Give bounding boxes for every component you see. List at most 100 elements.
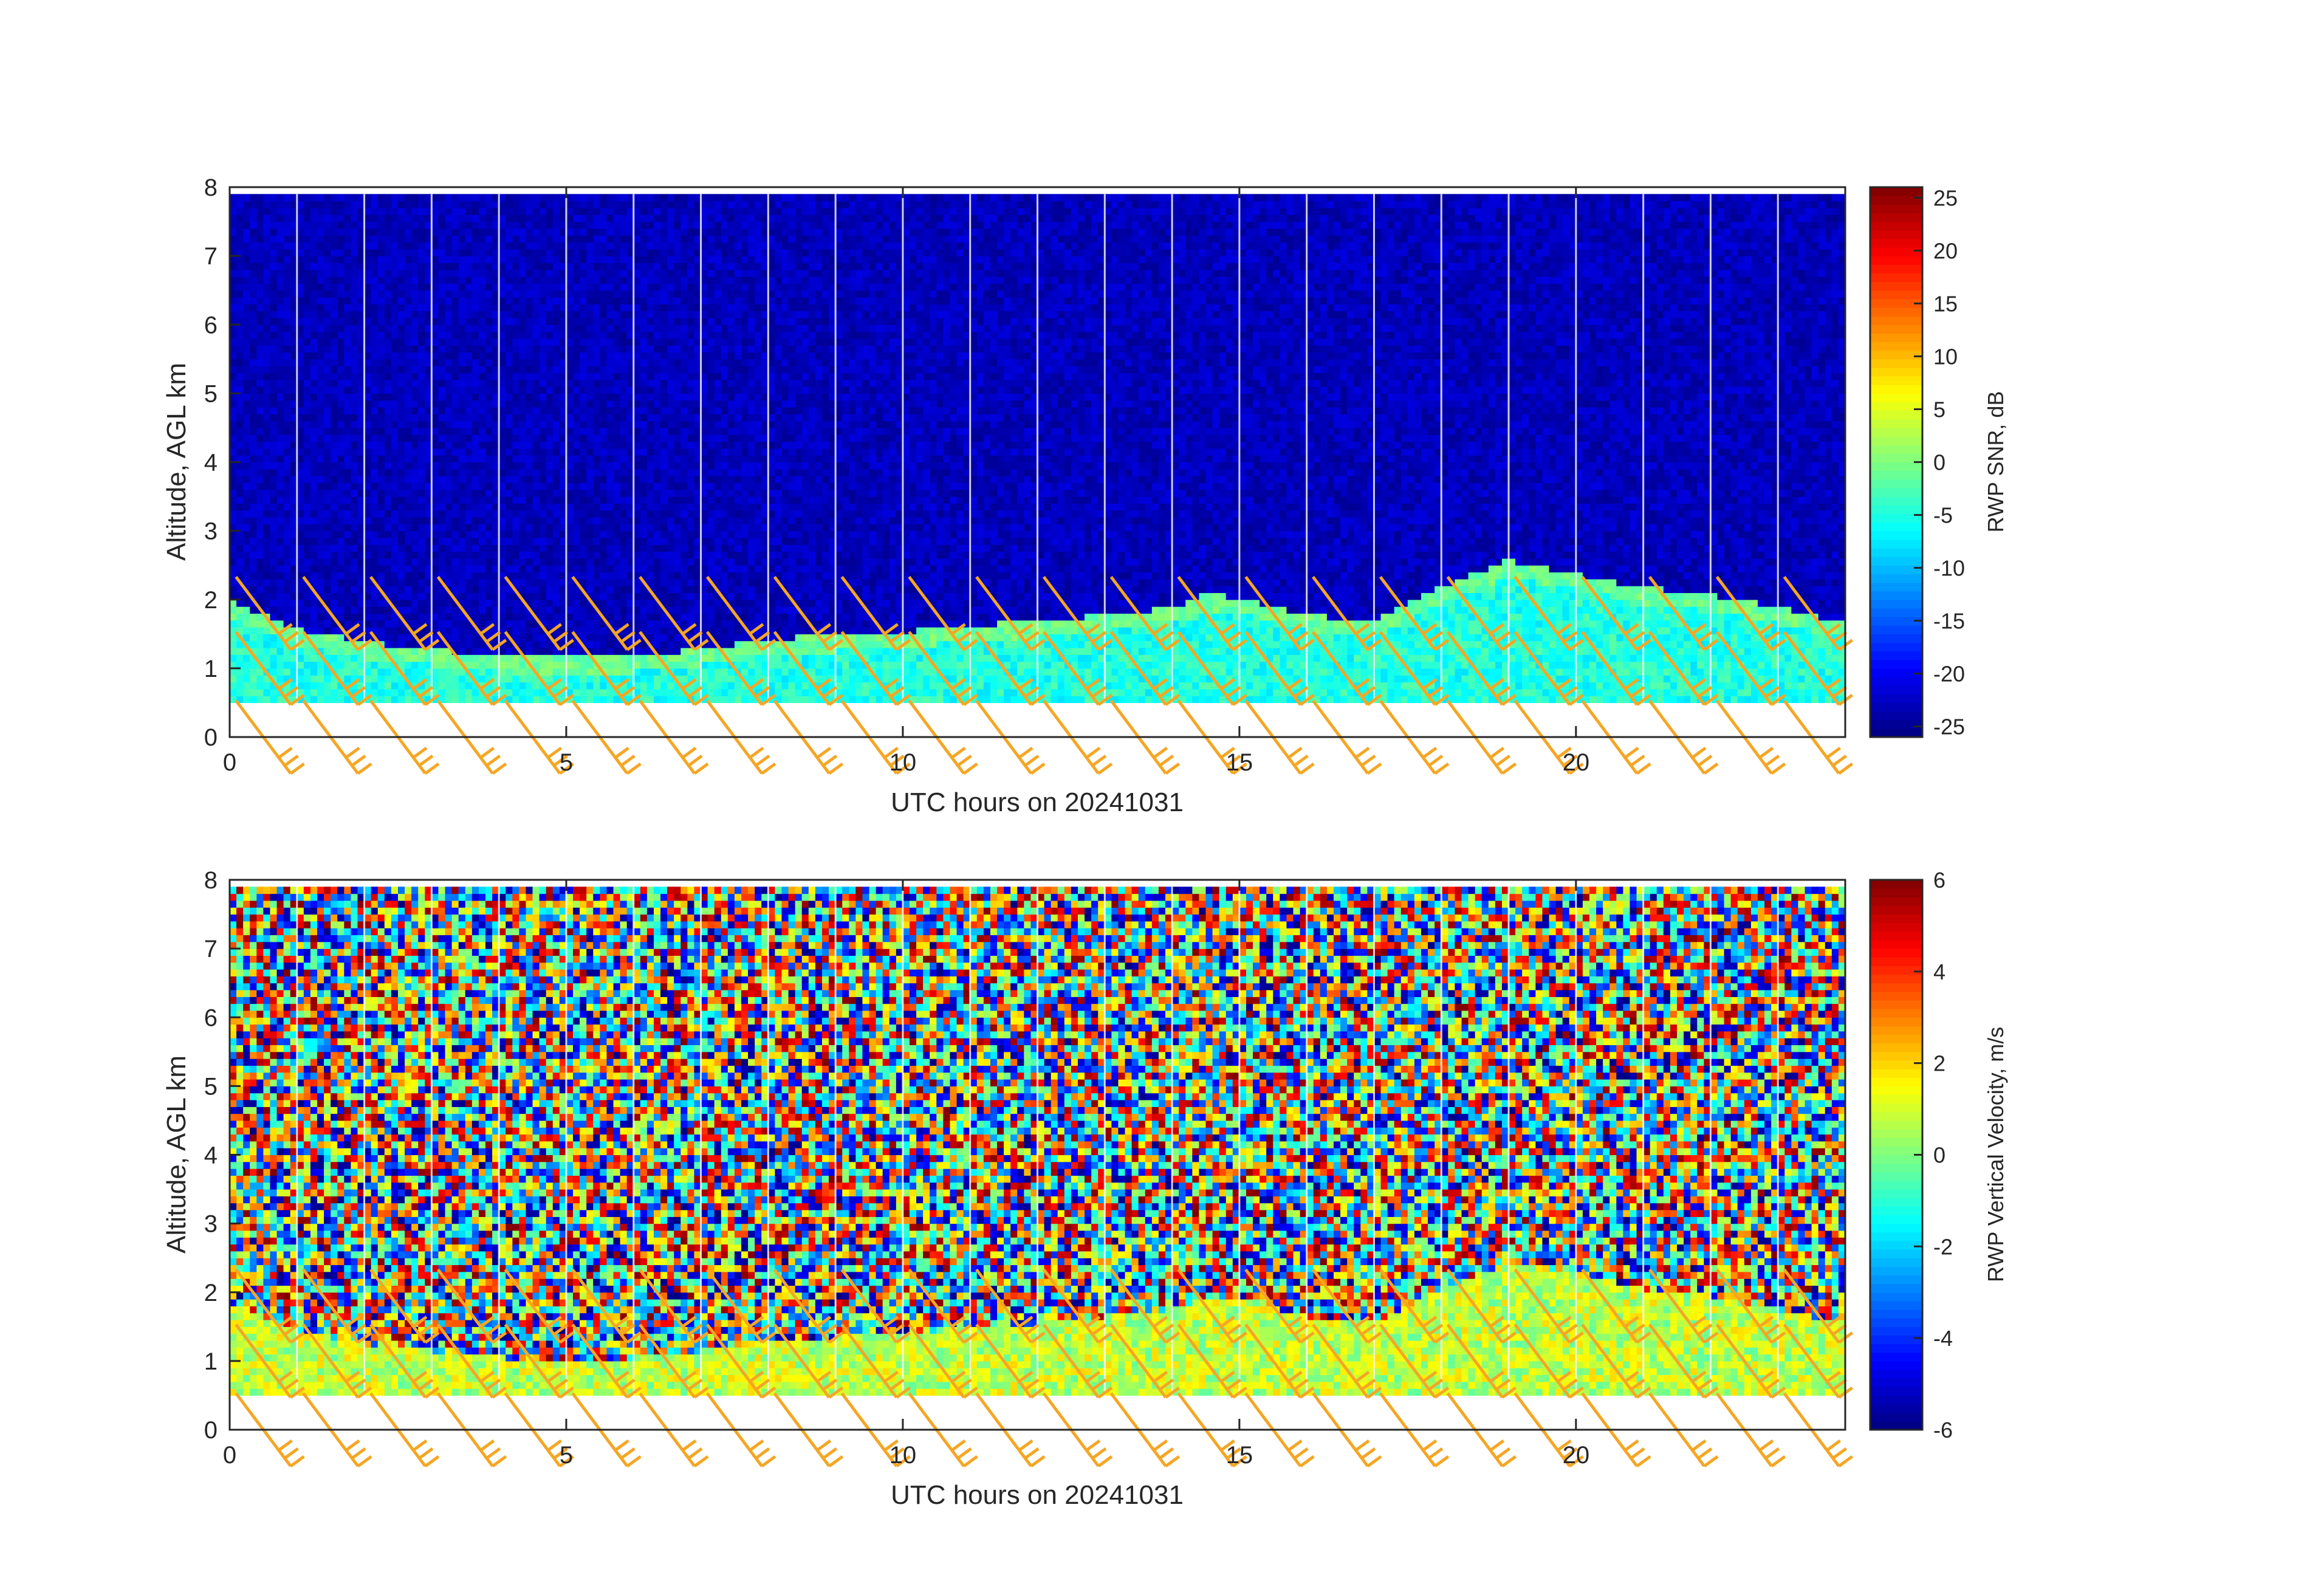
heatmap-cell xyxy=(593,386,600,394)
heatmap-cell xyxy=(277,620,284,628)
heatmap-cell xyxy=(533,455,540,462)
heatmap-cell xyxy=(310,249,318,256)
heatmap-cell xyxy=(297,531,304,538)
heatmap-cell xyxy=(351,208,358,215)
heatmap-cell xyxy=(553,359,560,366)
heatmap-cell xyxy=(614,448,621,456)
heatmap-cell xyxy=(452,324,459,332)
heatmap-cell xyxy=(371,565,379,572)
heatmap-cell xyxy=(250,586,257,593)
heatmap-cell xyxy=(270,558,277,566)
heatmap-cell xyxy=(324,565,331,572)
heatmap-cell xyxy=(485,262,493,270)
heatmap-cell xyxy=(331,276,338,284)
heatmap-cell xyxy=(445,194,453,201)
heatmap-cell xyxy=(485,448,493,456)
heatmap-cell xyxy=(344,442,351,449)
heatmap-cell xyxy=(438,531,445,538)
heatmap-cell xyxy=(243,380,250,387)
heatmap-cell xyxy=(674,249,681,256)
heatmap-cell xyxy=(499,290,506,298)
heatmap-cell xyxy=(512,324,519,332)
heatmap-cell xyxy=(540,490,547,497)
heatmap-cell xyxy=(411,496,419,504)
heatmap-cell xyxy=(674,242,681,250)
heatmap-cell xyxy=(566,256,574,263)
heatmap-cell xyxy=(600,324,607,332)
heatmap-cell xyxy=(553,297,560,304)
heatmap-cell xyxy=(640,372,648,380)
heatmap-cell xyxy=(506,332,513,339)
heatmap-cell xyxy=(634,606,641,614)
heatmap-cell xyxy=(297,442,304,449)
heatmap-cell xyxy=(317,586,324,593)
heatmap-cell xyxy=(344,544,351,552)
heatmap-cell xyxy=(640,538,648,545)
heatmap-cell xyxy=(438,359,445,366)
heatmap-cell xyxy=(614,262,621,270)
heatmap-cell xyxy=(499,332,506,339)
heatmap-cell xyxy=(310,496,318,504)
heatmap-cell xyxy=(620,393,628,400)
heatmap-cell xyxy=(553,262,560,270)
heatmap-cell xyxy=(331,201,338,208)
heatmap-cell xyxy=(452,668,459,676)
heatmap-cell xyxy=(337,414,344,421)
heatmap-cell xyxy=(431,324,439,332)
heatmap-cell xyxy=(405,552,412,559)
heatmap-cell xyxy=(600,256,607,263)
heatmap-cell xyxy=(499,380,506,387)
heatmap-cell xyxy=(331,482,338,490)
heatmap-cell xyxy=(546,249,554,256)
heatmap-cell xyxy=(614,531,621,538)
heatmap-cell xyxy=(418,228,425,236)
heatmap-cell xyxy=(411,393,419,400)
heatmap-cell xyxy=(634,262,641,270)
heatmap-cell xyxy=(277,552,284,559)
heatmap-cell xyxy=(606,345,614,352)
heatmap-cell xyxy=(371,297,379,304)
heatmap-cell xyxy=(593,400,600,408)
heatmap-cell xyxy=(512,338,519,346)
heatmap-cell xyxy=(553,270,560,277)
heatmap-cell xyxy=(263,262,270,270)
heatmap-cell xyxy=(337,689,344,696)
heatmap-cell xyxy=(647,194,654,201)
heatmap-cell xyxy=(566,345,574,352)
heatmap-cell xyxy=(519,324,526,332)
heatmap-cell xyxy=(304,675,311,682)
heatmap-cell xyxy=(418,366,425,373)
heatmap-cell xyxy=(546,366,554,373)
heatmap-cell xyxy=(519,586,526,593)
heatmap-cell xyxy=(411,352,419,360)
heatmap-cell xyxy=(600,689,607,696)
heatmap-cell xyxy=(270,538,277,545)
heatmap-cell xyxy=(600,654,607,662)
heatmap-cell xyxy=(405,380,412,387)
heatmap-cell xyxy=(331,262,338,270)
heatmap-cell xyxy=(485,283,493,290)
heatmap-cell xyxy=(674,600,681,607)
heatmap-cell xyxy=(485,592,493,600)
heatmap-cell xyxy=(337,249,344,256)
heatmap-cell xyxy=(371,214,379,222)
heatmap-cell xyxy=(344,297,351,304)
heatmap-cell xyxy=(284,482,291,490)
heatmap-cell xyxy=(371,372,379,380)
heatmap-cell xyxy=(580,297,587,304)
heatmap-cell xyxy=(337,654,344,662)
heatmap-cell xyxy=(236,682,244,690)
heatmap-cell xyxy=(459,455,466,462)
heatmap-cell xyxy=(506,462,513,470)
heatmap-cell xyxy=(236,311,244,318)
heatmap-cell xyxy=(385,434,392,442)
heatmap-cell xyxy=(667,586,674,593)
heatmap-cell xyxy=(654,613,661,620)
heatmap-cell xyxy=(647,297,654,304)
heatmap-cell xyxy=(580,448,587,456)
heatmap-cell xyxy=(431,421,439,428)
heatmap-cell xyxy=(405,324,412,332)
heatmap-cell xyxy=(499,662,506,669)
heatmap-cell xyxy=(459,366,466,373)
heatmap-cell xyxy=(304,455,311,462)
